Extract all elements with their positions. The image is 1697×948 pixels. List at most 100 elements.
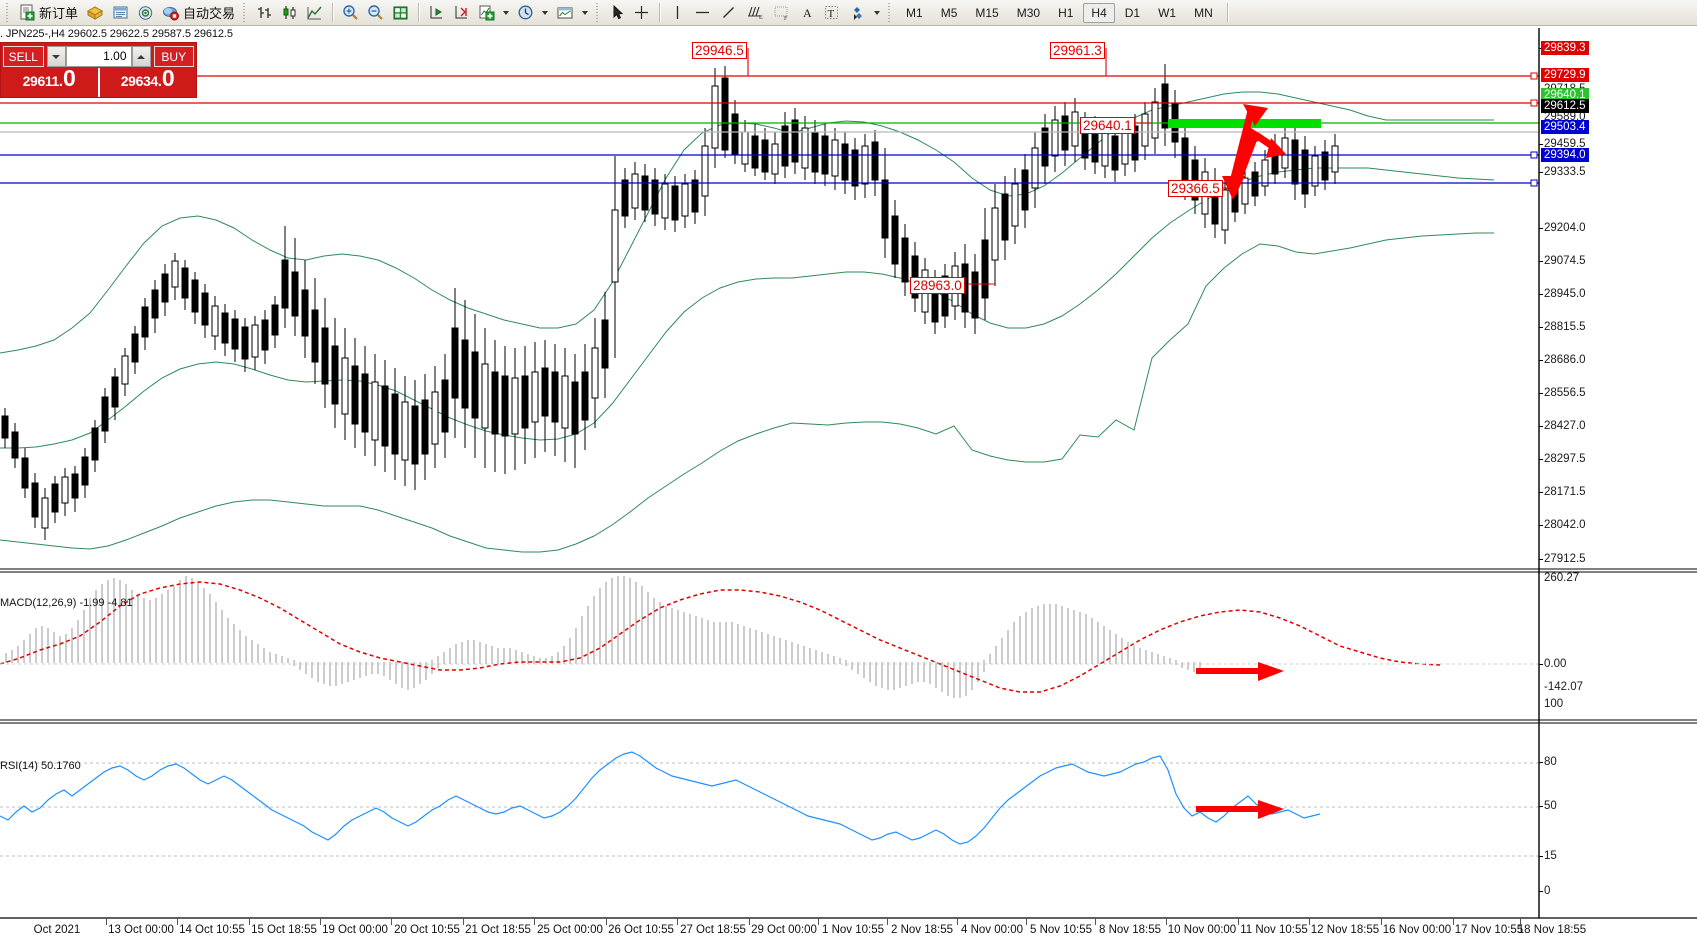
annot-swing-high-29961[interactable]: 29961.3 <box>1050 42 1105 59</box>
candlestick-chart-button[interactable] <box>278 2 301 24</box>
trendline-button[interactable] <box>717 2 740 24</box>
zoom-in-icon <box>343 5 358 20</box>
time-label-14: 5 Nov 10:55 <box>1029 924 1093 936</box>
zoom-out-button[interactable] <box>364 2 387 24</box>
chart-shift-button[interactable] <box>425 2 448 24</box>
timeframe-d1[interactable]: D1 <box>1124 5 1141 20</box>
data-window-button[interactable] <box>109 2 132 24</box>
period-dropdown-caret[interactable] <box>542 10 549 15</box>
volume-stepper[interactable]: 1.00 <box>46 46 151 67</box>
buy-button[interactable]: BUY <box>153 46 194 67</box>
text-button[interactable]: A <box>796 2 818 24</box>
toolbar-grip-1[interactable] <box>5 2 12 23</box>
indicators-dropdown-caret[interactable] <box>503 10 510 15</box>
svg-text:T: T <box>828 8 835 20</box>
candlestick-series <box>1 64 1339 540</box>
tick-mark-28556 <box>1539 393 1543 394</box>
annot-swing-low-28963[interactable]: 28963.0 <box>910 277 965 294</box>
templates-button[interactable] <box>553 2 577 24</box>
line-chart-icon <box>307 6 322 20</box>
candle-group-left <box>1 64 1339 540</box>
shapes-button[interactable] <box>845 2 869 24</box>
price-badge-29612[interactable]: 29612.5 <box>1541 99 1589 113</box>
handle-29729 <box>1530 99 1538 107</box>
price-tick-28945: 28945.0 <box>1544 288 1586 300</box>
timeframe-m15[interactable]: M15 <box>975 5 999 20</box>
chart-shift-icon <box>430 6 443 19</box>
shapes-dropdown-caret[interactable] <box>874 10 881 15</box>
indicators-button[interactable] <box>475 2 498 24</box>
annotation-leaders <box>747 48 1233 285</box>
fibonacci-button[interactable]: E <box>742 2 767 24</box>
annot-swing-low-29366[interactable]: 29366.5 <box>1168 180 1223 197</box>
price-tick-29459: 29459.5 <box>1544 138 1586 150</box>
time-tick-12 <box>957 918 958 925</box>
volume-increment-button[interactable] <box>131 46 151 67</box>
buy-price-display[interactable]: 29634. 0 <box>100 65 197 97</box>
annot-swing-high-29946[interactable]: 29946.5 <box>692 42 747 59</box>
time-tick-8 <box>677 918 678 925</box>
fibonacci-icon: E <box>748 6 763 21</box>
time-label-6: 21 Oct 18:55 <box>465 924 531 936</box>
annot-level-29640[interactable]: 29640.1 <box>1080 117 1135 134</box>
indicators-icon <box>479 5 495 21</box>
period-separator-button[interactable] <box>514 2 537 24</box>
buy-price-decimal: 0 <box>161 65 175 91</box>
bollinger-lower-band <box>0 232 1494 553</box>
sell-price-display[interactable]: 29611. 0 <box>1 67 100 97</box>
macd-tick-zero <box>1539 664 1543 665</box>
chart-canvas[interactable] <box>0 28 1697 948</box>
time-label-19: 16 Nov 00:00 <box>1382 924 1452 936</box>
timeframe-m1[interactable]: M1 <box>906 5 923 20</box>
timeframe-m5[interactable]: M5 <box>940 5 958 20</box>
new-order-button[interactable]: 新订单 <box>16 2 81 24</box>
macd-signal-line <box>0 581 1441 693</box>
expert-advisor-button[interactable] <box>83 2 107 24</box>
price-tick-28427: 28427.0 <box>1544 420 1586 432</box>
price-badge-29640[interactable]: 29640.1 <box>1541 88 1589 102</box>
channel-button[interactable]: F <box>769 2 794 24</box>
time-label-5: 20 Oct 10:55 <box>394 924 460 936</box>
navigator-button[interactable] <box>134 2 157 24</box>
line-chart-button[interactable] <box>303 2 326 24</box>
timeframe-mn[interactable]: MN <box>1194 5 1213 20</box>
timeframe-h4[interactable]: H4 <box>1083 2 1115 23</box>
price-badge-29729[interactable]: 29729.9 <box>1541 68 1589 82</box>
crosshair-button[interactable] <box>630 2 653 24</box>
price-badge-29839[interactable]: 29839.3 <box>1541 41 1589 55</box>
time-label-8: 26 Oct 10:55 <box>608 924 674 936</box>
macd-red-arrow[interactable] <box>1196 662 1284 681</box>
rsi-tick-15 <box>1539 856 1543 857</box>
price-line-handles[interactable] <box>1530 72 1538 187</box>
cursor-button[interactable] <box>606 2 628 24</box>
red-zigzag-arrow[interactable] <box>1222 104 1286 200</box>
toolbar-grip-3[interactable] <box>595 2 603 23</box>
sell-button[interactable]: SELL <box>3 46 44 67</box>
text-label-button[interactable]: T <box>820 2 843 24</box>
timeframe-h1[interactable]: H1 <box>1058 5 1074 20</box>
zoom-in-button[interactable] <box>339 2 362 24</box>
templates-dropdown-caret[interactable] <box>582 10 589 15</box>
volume-input[interactable]: 1.00 <box>65 46 132 67</box>
price-badge-29394[interactable]: 29394.0 <box>1541 148 1589 162</box>
timeframe-m30[interactable]: M30 <box>1016 5 1041 20</box>
tile-windows-button[interactable] <box>389 2 412 24</box>
price-level-lines[interactable] <box>0 75 1539 184</box>
timeframe-w1[interactable]: W1 <box>1158 5 1177 20</box>
time-tick-13 <box>1026 918 1027 925</box>
price-badge-29503[interactable]: 29503.4 <box>1541 120 1589 134</box>
toolbar-grip-2[interactable] <box>242 2 250 23</box>
volume-decrement-button[interactable] <box>46 46 66 67</box>
autotrading-button[interactable]: 自动交易 <box>159 2 238 24</box>
macd-scale-zero: 0.00 <box>1544 658 1567 670</box>
one-click-trading-panel[interactable]: SELL 1.00 BUY 29611. 0 29634. 0 <box>0 42 197 98</box>
time-label-7: 25 Oct 00:00 <box>537 924 603 936</box>
bar-chart-button[interactable] <box>253 2 276 24</box>
horizontal-line-button[interactable] <box>690 2 715 24</box>
vertical-line-button[interactable] <box>666 2 688 24</box>
price-tick-28686: 28686.0 <box>1544 354 1586 366</box>
rsi-red-arrow[interactable] <box>1196 800 1284 819</box>
auto-scroll-button[interactable] <box>450 2 473 24</box>
price-tick-28297: 28297.5 <box>1544 453 1586 465</box>
toolbar-grip-4[interactable] <box>887 2 895 23</box>
